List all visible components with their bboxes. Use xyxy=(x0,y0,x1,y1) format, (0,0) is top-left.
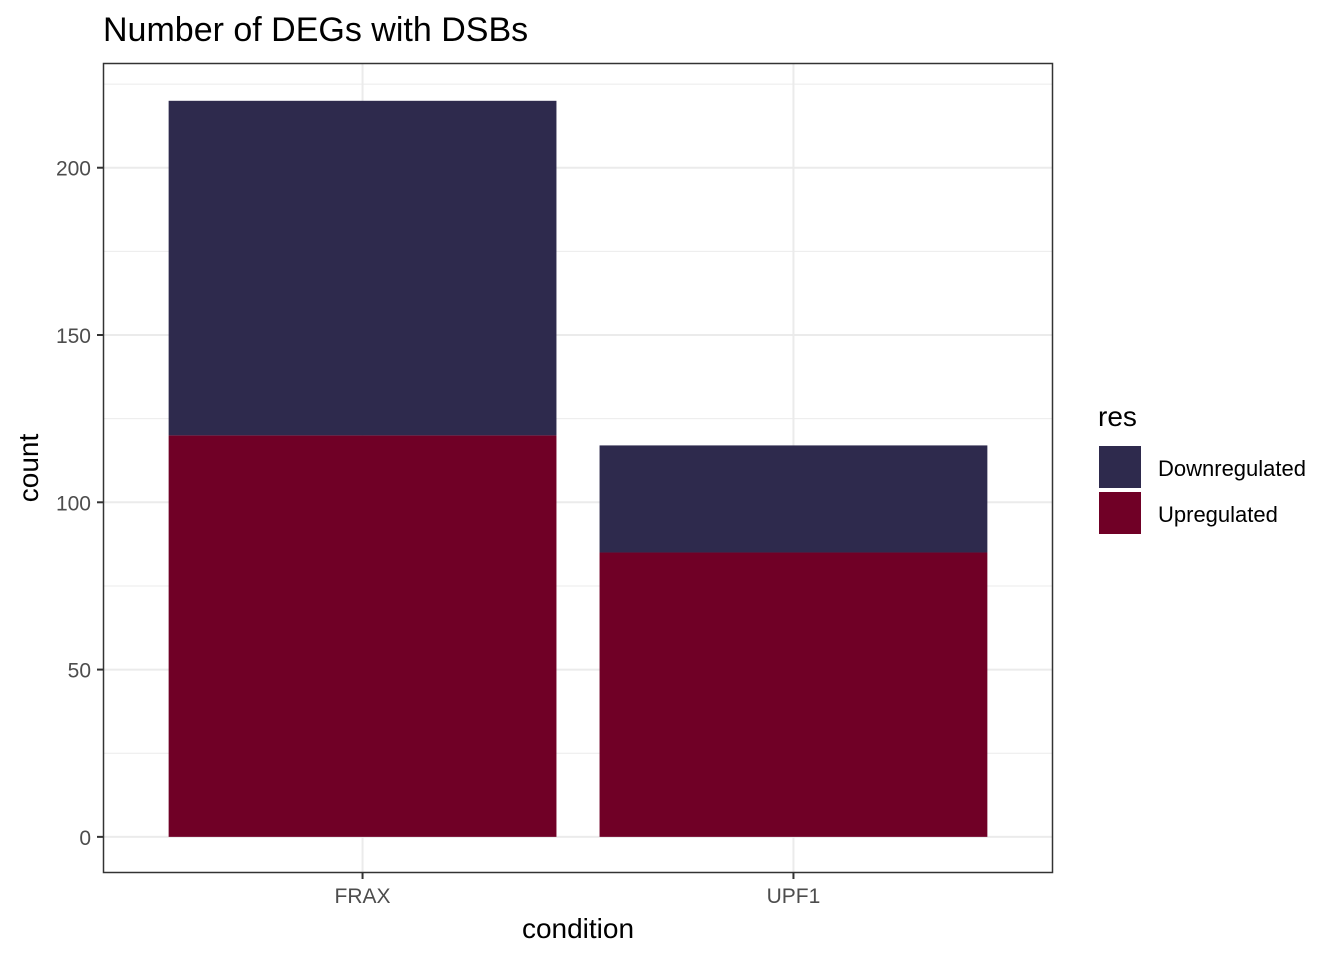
y-tick-label: 100 xyxy=(56,492,91,515)
y-tick-label: 150 xyxy=(56,325,91,348)
legend-label-upregulated: Upregulated xyxy=(1158,502,1278,527)
x-tick-label: UPF1 xyxy=(767,885,821,908)
x-tick-label: FRAX xyxy=(335,885,391,908)
chart-title: Number of DEGs with DSBs xyxy=(103,11,528,49)
legend: res Downregulated Upregulated xyxy=(1098,401,1306,534)
plot-panel xyxy=(102,62,1054,874)
legend-title: res xyxy=(1098,401,1137,432)
legend-swatch-downregulated xyxy=(1099,446,1141,488)
panel-border xyxy=(102,62,1054,874)
y-tick-label: 50 xyxy=(68,660,91,683)
y-axis: 0 50 100 150 200 xyxy=(56,158,104,850)
bar-frax-downregulated xyxy=(168,100,557,436)
bar-frax-upregulated xyxy=(168,435,557,837)
bar-upf1-downregulated xyxy=(599,445,988,553)
y-axis-title: count xyxy=(13,434,44,503)
legend-swatch-upregulated xyxy=(1099,492,1141,534)
x-axis: FRAX UPF1 xyxy=(335,872,821,908)
legend-label-downregulated: Downregulated xyxy=(1158,456,1306,481)
bar-upf1-upregulated xyxy=(599,552,988,837)
legend-items: Downregulated Upregulated xyxy=(1099,446,1306,534)
bars xyxy=(168,100,988,837)
x-axis-title: condition xyxy=(522,913,634,944)
y-tick-label: 200 xyxy=(56,158,91,181)
y-tick-label: 0 xyxy=(79,827,91,850)
